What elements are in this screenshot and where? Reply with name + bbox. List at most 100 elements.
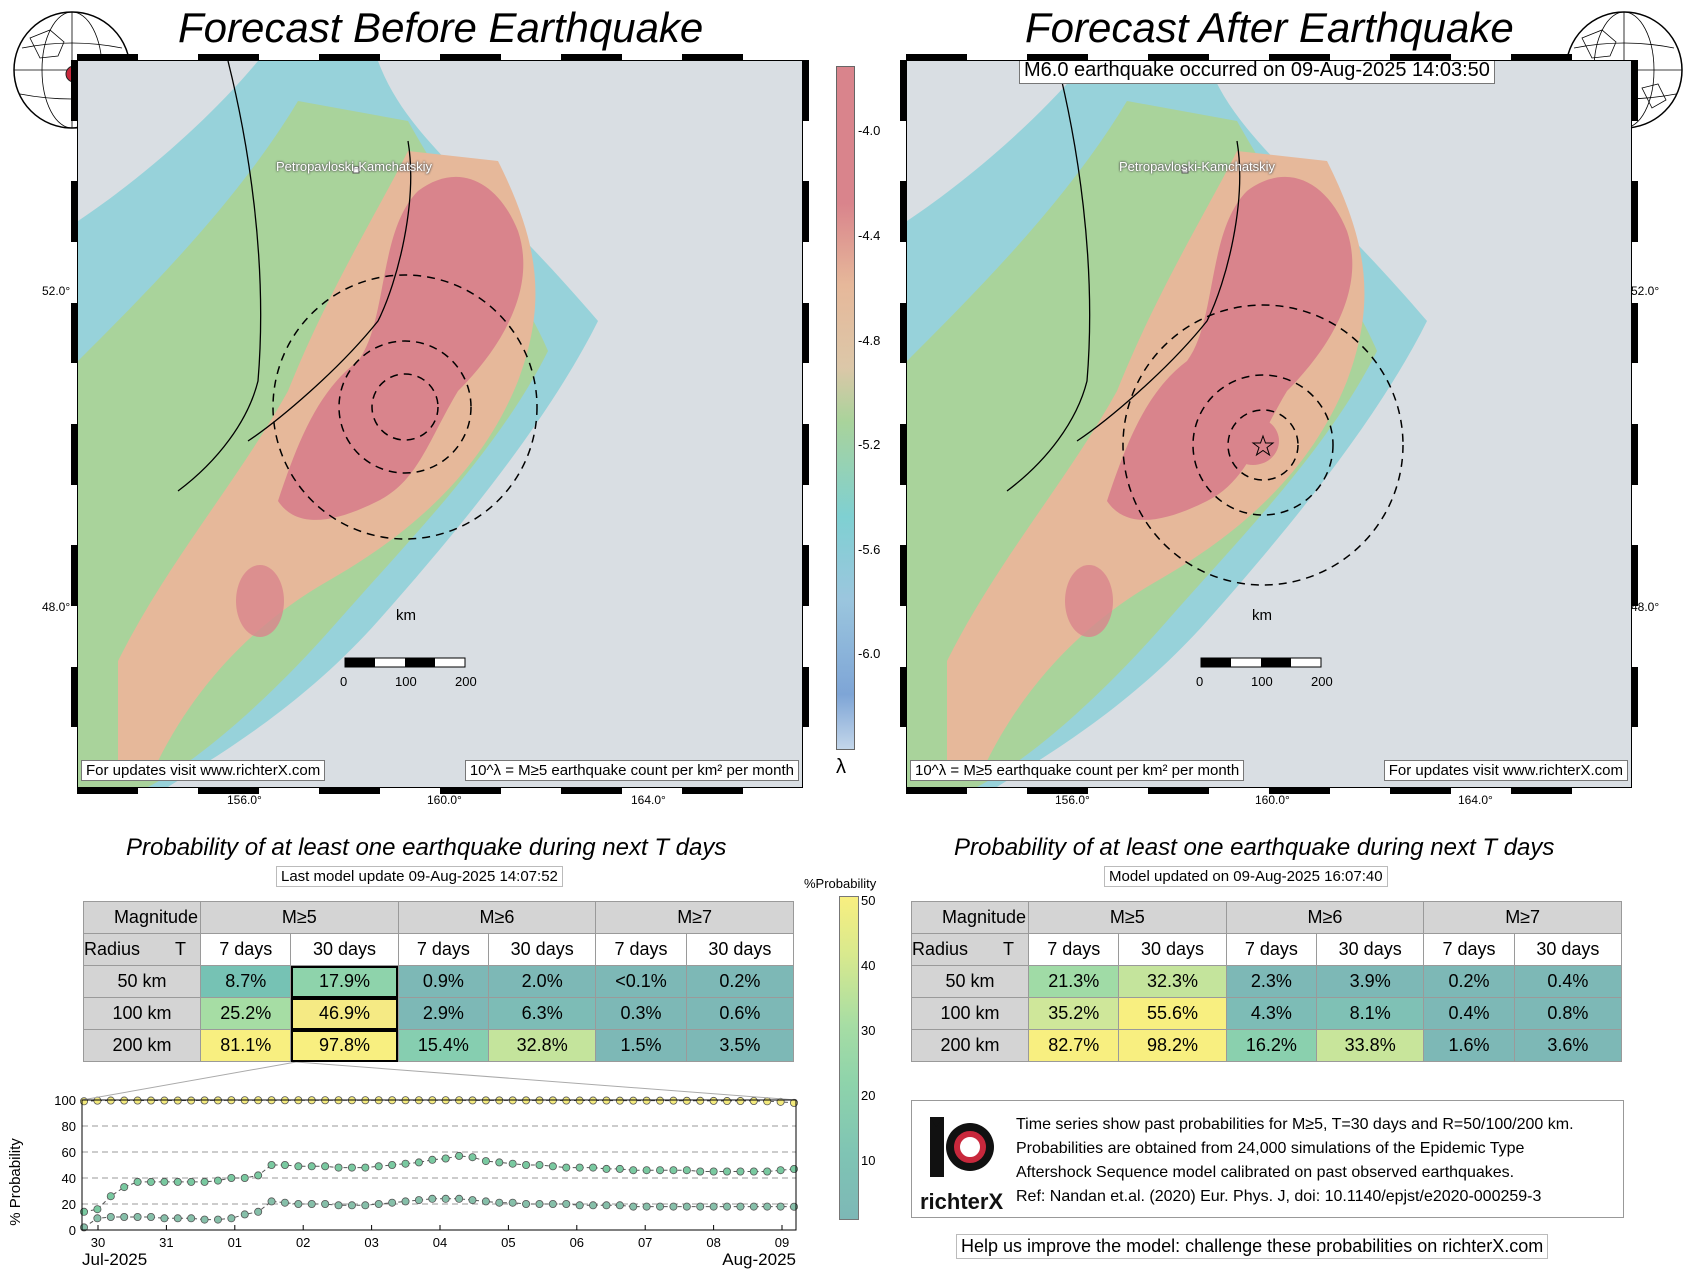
ts-point <box>321 1162 330 1171</box>
help-link[interactable]: Help us improve the model: challenge the… <box>956 1234 1549 1259</box>
ts-point <box>602 1164 611 1173</box>
map-frame-tick <box>900 302 906 364</box>
prob-cell: 0.6% <box>685 997 795 1030</box>
ts-point <box>615 1201 624 1210</box>
map-frame-tick <box>1027 54 1088 60</box>
ts-point <box>736 1202 745 1211</box>
ts-point <box>642 1166 651 1175</box>
right-unit-label: 10^λ = M≥5 earthquake count per km² per … <box>910 760 1245 781</box>
ts-point <box>522 1199 531 1208</box>
ts-point <box>602 1201 611 1210</box>
right-lat-48: 48.0° <box>1631 600 1660 614</box>
map-frame-tick <box>440 788 501 794</box>
right-lon-156: 156.0° <box>1055 793 1090 807</box>
map-frame-tick <box>561 54 622 60</box>
lambda-tick-5: -5.6 <box>858 542 881 557</box>
period-header: 30 days <box>488 933 597 966</box>
prob-cbar-tick-30: 30 <box>861 1023 876 1038</box>
ts-point <box>428 1155 437 1164</box>
prob-cell: 1.6% <box>1423 1029 1515 1062</box>
ts-xtick-label: 04 <box>433 1235 447 1250</box>
ts-point <box>267 1161 276 1170</box>
ts-point <box>682 1202 691 1211</box>
map-frame-tick <box>71 666 77 728</box>
ts-xtick-label: 07 <box>638 1235 652 1250</box>
ts-point <box>656 1166 665 1175</box>
info-line-1: Time series show past probabilities for … <box>1016 1116 1574 1133</box>
ts-point <box>401 1197 410 1206</box>
ts-point <box>120 1183 129 1192</box>
prob-cell: 8.7% <box>199 965 292 998</box>
ts-point <box>723 1167 732 1176</box>
prob-cell-selected[interactable]: 97.8% <box>290 1029 399 1062</box>
ts-point <box>227 1174 236 1183</box>
left-prob-table: Magnitude M≥5 M≥6 M≥7 Radius T 7 days 30… <box>83 901 795 1062</box>
table-corner-mag: Magnitude <box>83 901 201 934</box>
ts-point <box>133 1212 142 1221</box>
map-frame-tick <box>1511 54 1572 60</box>
left-scale-tick-200: 200 <box>455 674 477 689</box>
map-frame-tick <box>900 181 906 242</box>
right-map-title: Forecast After Earthquake <box>1025 4 1514 51</box>
prob-colorbar <box>839 896 859 1220</box>
richterx-logo-text: richterX <box>920 1189 1004 1214</box>
radius-header: Radius <box>84 939 141 959</box>
prob-cell: 15.4% <box>397 1029 490 1062</box>
ts-point <box>146 1212 155 1221</box>
info-line-4: Ref: Nandan et.al. (2020) Eur. Phys. J, … <box>1016 1188 1542 1205</box>
prob-cell: 32.3% <box>1118 965 1227 998</box>
ts-point <box>763 1097 772 1106</box>
left-prob-update: Last model update 09-Aug-2025 14:07:52 <box>276 866 563 887</box>
prob-cell: 16.2% <box>1225 1029 1318 1062</box>
ts-point <box>682 1166 691 1175</box>
ts-point <box>160 1177 169 1186</box>
right-scale-tick-100: 100 <box>1251 674 1273 689</box>
ts-point <box>173 1096 182 1105</box>
right-scale-tick-200: 200 <box>1311 674 1333 689</box>
ts-xtick-label: 01 <box>228 1235 242 1250</box>
ts-point <box>495 1198 504 1207</box>
ts-point <box>749 1202 758 1211</box>
ts-point <box>602 1096 611 1105</box>
right-lat-52: 52.0° <box>1631 284 1660 298</box>
map-frame-tick <box>319 54 380 60</box>
ts-point <box>173 1214 182 1223</box>
ts-point <box>790 1202 799 1211</box>
ts-point <box>280 1161 289 1170</box>
prob-cell: 3.9% <box>1316 965 1425 998</box>
prob-cell-selected[interactable]: 17.9% <box>290 965 399 998</box>
prob-cbar-tick-50: 50 <box>861 893 876 908</box>
ts-point <box>749 1097 758 1106</box>
ts-point <box>361 1201 370 1210</box>
ts-point <box>187 1096 196 1105</box>
mag-header-5: M≥5 <box>200 901 399 934</box>
ts-point <box>334 1163 343 1172</box>
ts-point <box>696 1096 705 1105</box>
ts-xtick-label: 09 <box>775 1235 789 1250</box>
ts-point <box>656 1096 665 1105</box>
info-line-3: Aftershock Sequence model calibrated on … <box>1016 1164 1515 1181</box>
ts-point <box>388 1198 397 1207</box>
prob-cell-selected[interactable]: 46.9% <box>290 997 399 1030</box>
right-updates-link[interactable]: For updates visit www.richterX.com <box>1383 760 1628 781</box>
ts-point <box>106 1096 115 1105</box>
map-frame-tick <box>906 788 967 794</box>
prob-cell: 1.5% <box>595 1029 687 1062</box>
ts-month-aug: Aug-2025 <box>722 1250 796 1269</box>
ts-point <box>213 1176 222 1185</box>
right-prob-subtitle: Probability of at least one earthquake d… <box>954 834 1555 861</box>
ts-point <box>200 1177 209 1186</box>
ts-point <box>455 1151 464 1160</box>
left-updates-link[interactable]: For updates visit www.richterX.com <box>81 760 326 781</box>
ts-ytick-label: 0 <box>69 1223 76 1238</box>
ts-xtick-label: 03 <box>364 1235 378 1250</box>
info-line-2: Probabilities are obtained from 24,000 s… <box>1016 1140 1525 1157</box>
lambda-colorbar <box>836 66 855 750</box>
ts-point <box>669 1096 678 1105</box>
ts-point <box>629 1202 638 1211</box>
ts-point <box>93 1205 102 1214</box>
ts-xtick-label: 02 <box>296 1235 310 1250</box>
ts-point <box>642 1096 651 1105</box>
map-frame-tick <box>1269 788 1330 794</box>
ts-point <box>709 1167 718 1176</box>
